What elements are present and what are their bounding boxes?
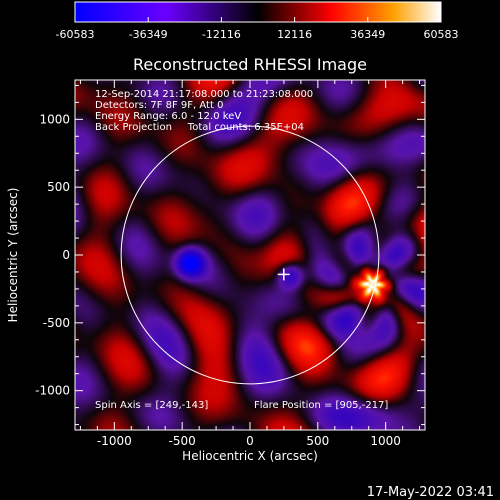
colorbar-tick-label: 12116: [277, 28, 312, 41]
spin-axis-marker: [277, 268, 290, 281]
x-axis-ticks: -1000 -500 0 500 1000: [79, 80, 421, 448]
y-tick-label: 0: [62, 248, 70, 262]
flare-position-label: Flare Position = [905,-217]: [254, 400, 388, 411]
y-axis-label: Heliocentric Y (arcsec): [6, 188, 20, 323]
heatmap-raster: [75, 80, 425, 430]
y-tick-label: 1000: [39, 112, 70, 126]
colorbar: -60583 -36349 -12116 12116 36349 60583: [56, 1, 459, 41]
colorbar-ticks: -60583 -36349 -12116 12116 36349 60583: [56, 17, 459, 41]
x-tick-label: -1000: [97, 434, 132, 448]
info-line-detectors: Detectors: 7F 8F 9F, Att 0: [95, 100, 223, 111]
x-tick-label: 500: [306, 434, 329, 448]
timestamp: 17-May-2022 03:41: [367, 485, 494, 500]
y-tick-label: 500: [47, 180, 70, 194]
y-tick-label: -1000: [35, 384, 70, 398]
info-line-time: 12-Sep-2014 21:17:08.000 to 21:23:08.000: [95, 89, 313, 100]
x-axis-label: Heliocentric X (arcsec): [182, 449, 318, 463]
x-tick-label: 0: [246, 434, 254, 448]
colorbar-tick-label: -12116: [202, 28, 241, 41]
x-tick-label: -500: [169, 434, 196, 448]
colorbar-tick-label: -60583: [56, 28, 95, 41]
y-tick-label: -500: [43, 316, 70, 330]
colorbar-tick-label: -36349: [129, 28, 168, 41]
colorbar-gradient: [74, 1, 442, 23]
x-tick-label: 1000: [370, 434, 401, 448]
chart-title: Reconstructed RHESSI Image: [133, 55, 367, 74]
heatmap-image: [75, 80, 425, 430]
solar-limb-circle: [120, 125, 380, 385]
spin-axis-label: Spin Axis = [249,-143]: [95, 400, 208, 411]
info-line-method: Back Projection Total counts: 6.35E+04: [95, 122, 304, 133]
y-axis-ticks: -1000 -500 0 500 1000: [35, 84, 425, 426]
colorbar-tick-label: 36349: [350, 28, 385, 41]
colorbar-tick-label: 60583: [424, 28, 459, 41]
info-panel: 12-Sep-2014 21:17:08.000 to 21:23:08.000…: [95, 89, 313, 133]
info-line-energy: Energy Range: 6.0 - 12.0 keV: [95, 111, 241, 122]
